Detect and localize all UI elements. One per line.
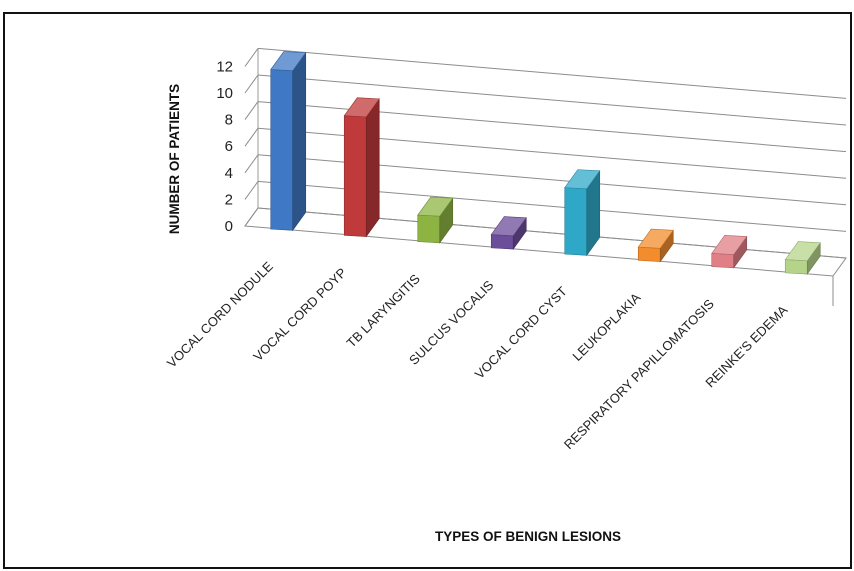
x-category-label: LEUKOPLAKIA bbox=[569, 290, 643, 364]
bar-top-face bbox=[270, 51, 307, 72]
side-wall-tick bbox=[244, 48, 259, 67]
chart-frame: 0 2 4 6 8 10 12 VOCAL CORD NODULE VOCAL CORD PO… bbox=[3, 12, 852, 569]
x-category-label: RESPIRATORY PAPILLOMATOSIS bbox=[561, 296, 717, 452]
bars bbox=[270, 51, 821, 276]
y-tick-label: 10 bbox=[216, 85, 233, 102]
gridline bbox=[257, 47, 847, 99]
x-category-label: SULCUS VOCALIS bbox=[406, 277, 497, 368]
y-axis-title: NUMBER OF PATIENTS bbox=[167, 84, 182, 234]
side-wall-tick bbox=[244, 74, 259, 94]
bar-front-face bbox=[637, 246, 661, 262]
bar bbox=[343, 97, 380, 238]
x-axis-title: TYPES OF BENIGN LESIONS bbox=[435, 529, 621, 544]
bar-side-face bbox=[365, 97, 380, 238]
side-wall-tick bbox=[244, 101, 259, 120]
chart-floor bbox=[244, 207, 847, 306]
bar-top-face bbox=[784, 241, 821, 262]
bar-front-face bbox=[343, 115, 367, 237]
bar-top-face bbox=[343, 97, 380, 118]
x-category-label: VOCAL CORD CYST bbox=[472, 284, 570, 382]
y-tick-label: 12 bbox=[216, 58, 233, 75]
y-tick-label: 0 bbox=[225, 218, 233, 235]
bar-front-face bbox=[490, 234, 514, 250]
y-tick-labels: 0 2 4 6 8 10 12 bbox=[216, 58, 233, 235]
bar bbox=[784, 241, 821, 276]
bar-front-face bbox=[564, 187, 588, 256]
side-wall-tick bbox=[244, 154, 259, 174]
bar bbox=[270, 51, 307, 232]
bar-top-face bbox=[417, 196, 454, 217]
bar-front-face bbox=[784, 259, 808, 275]
y-tick-label: 2 bbox=[225, 191, 233, 208]
bar-top-face bbox=[637, 228, 674, 249]
bar bbox=[490, 216, 527, 251]
x-category-label: TB LARYNGITIS bbox=[343, 271, 423, 351]
side-wall-tick bbox=[244, 127, 259, 147]
bar-top-face bbox=[564, 169, 601, 190]
x-category-label: REINKE'S EDEMA bbox=[702, 302, 790, 390]
y-tick-label: 6 bbox=[225, 138, 233, 155]
bar-front-face bbox=[417, 214, 441, 244]
bar-top-face bbox=[711, 235, 748, 255]
gridline bbox=[257, 74, 847, 126]
floor-outline bbox=[244, 207, 847, 277]
bar bbox=[564, 169, 601, 257]
y-tick-label: 4 bbox=[225, 165, 233, 182]
bar bbox=[637, 228, 674, 263]
side-wall-tick bbox=[244, 181, 259, 200]
bar-top-face bbox=[490, 216, 527, 237]
gridlines bbox=[244, 47, 847, 259]
y-tick-label: 8 bbox=[225, 112, 233, 129]
bar bbox=[711, 235, 748, 269]
bar bbox=[417, 196, 454, 244]
bar-side-face bbox=[292, 51, 307, 232]
bar-front-face bbox=[270, 69, 294, 231]
bar-front-face bbox=[711, 253, 735, 269]
